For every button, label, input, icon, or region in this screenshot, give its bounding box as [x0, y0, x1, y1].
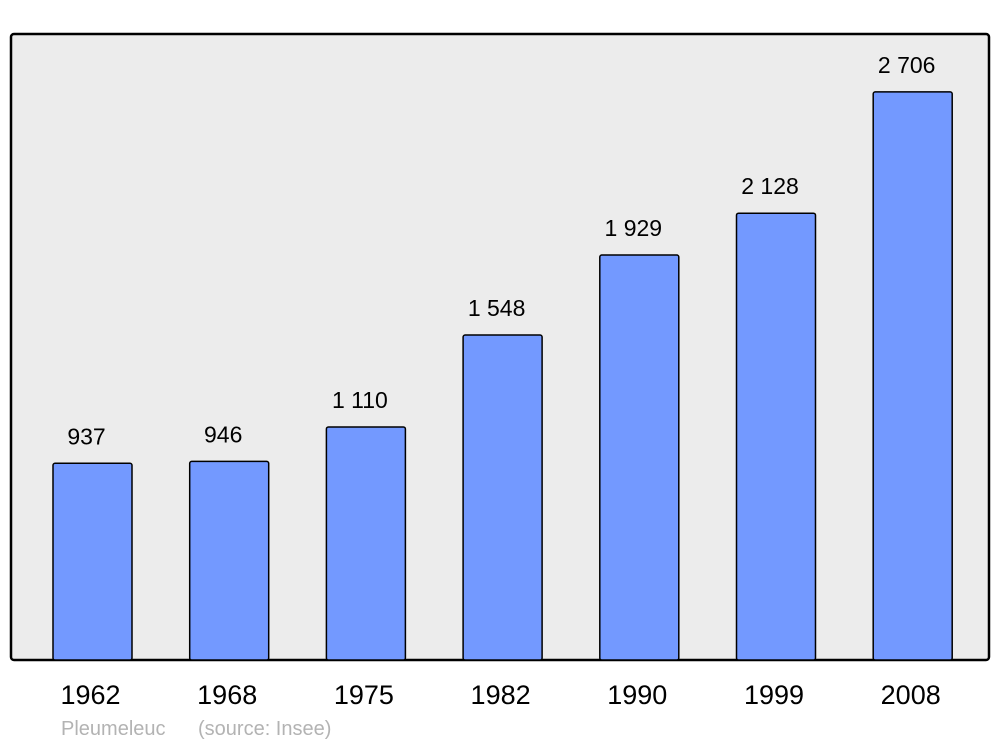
value-label: 1 929 — [605, 215, 663, 241]
x-tick-label: 1982 — [471, 680, 531, 710]
x-tick-label: 1999 — [744, 680, 804, 710]
bar-1962 — [52, 462, 133, 661]
bar-1982 — [462, 334, 543, 661]
bar-1968 — [188, 460, 270, 661]
x-tick-label: 1975 — [334, 680, 394, 710]
value-label: 1 110 — [332, 387, 388, 413]
x-tick-label: 1990 — [607, 680, 667, 710]
source-note: (source: Insee) — [198, 718, 332, 740]
value-label: 946 — [204, 421, 242, 447]
x-tick-label: 1962 — [60, 680, 120, 710]
value-label: 1 548 — [468, 295, 526, 321]
value-label: 2 706 — [878, 52, 936, 78]
place-name: Pleumeleuc — [61, 718, 166, 740]
value-label: 937 — [67, 423, 105, 449]
bar-2008 — [872, 91, 953, 661]
x-tick-label: 2008 — [881, 680, 941, 710]
value-label: 2 128 — [741, 173, 799, 199]
bar-1990 — [599, 254, 680, 661]
bar-1975 — [325, 426, 407, 661]
bar-1999 — [735, 212, 817, 661]
x-tick-label: 1968 — [197, 680, 257, 710]
